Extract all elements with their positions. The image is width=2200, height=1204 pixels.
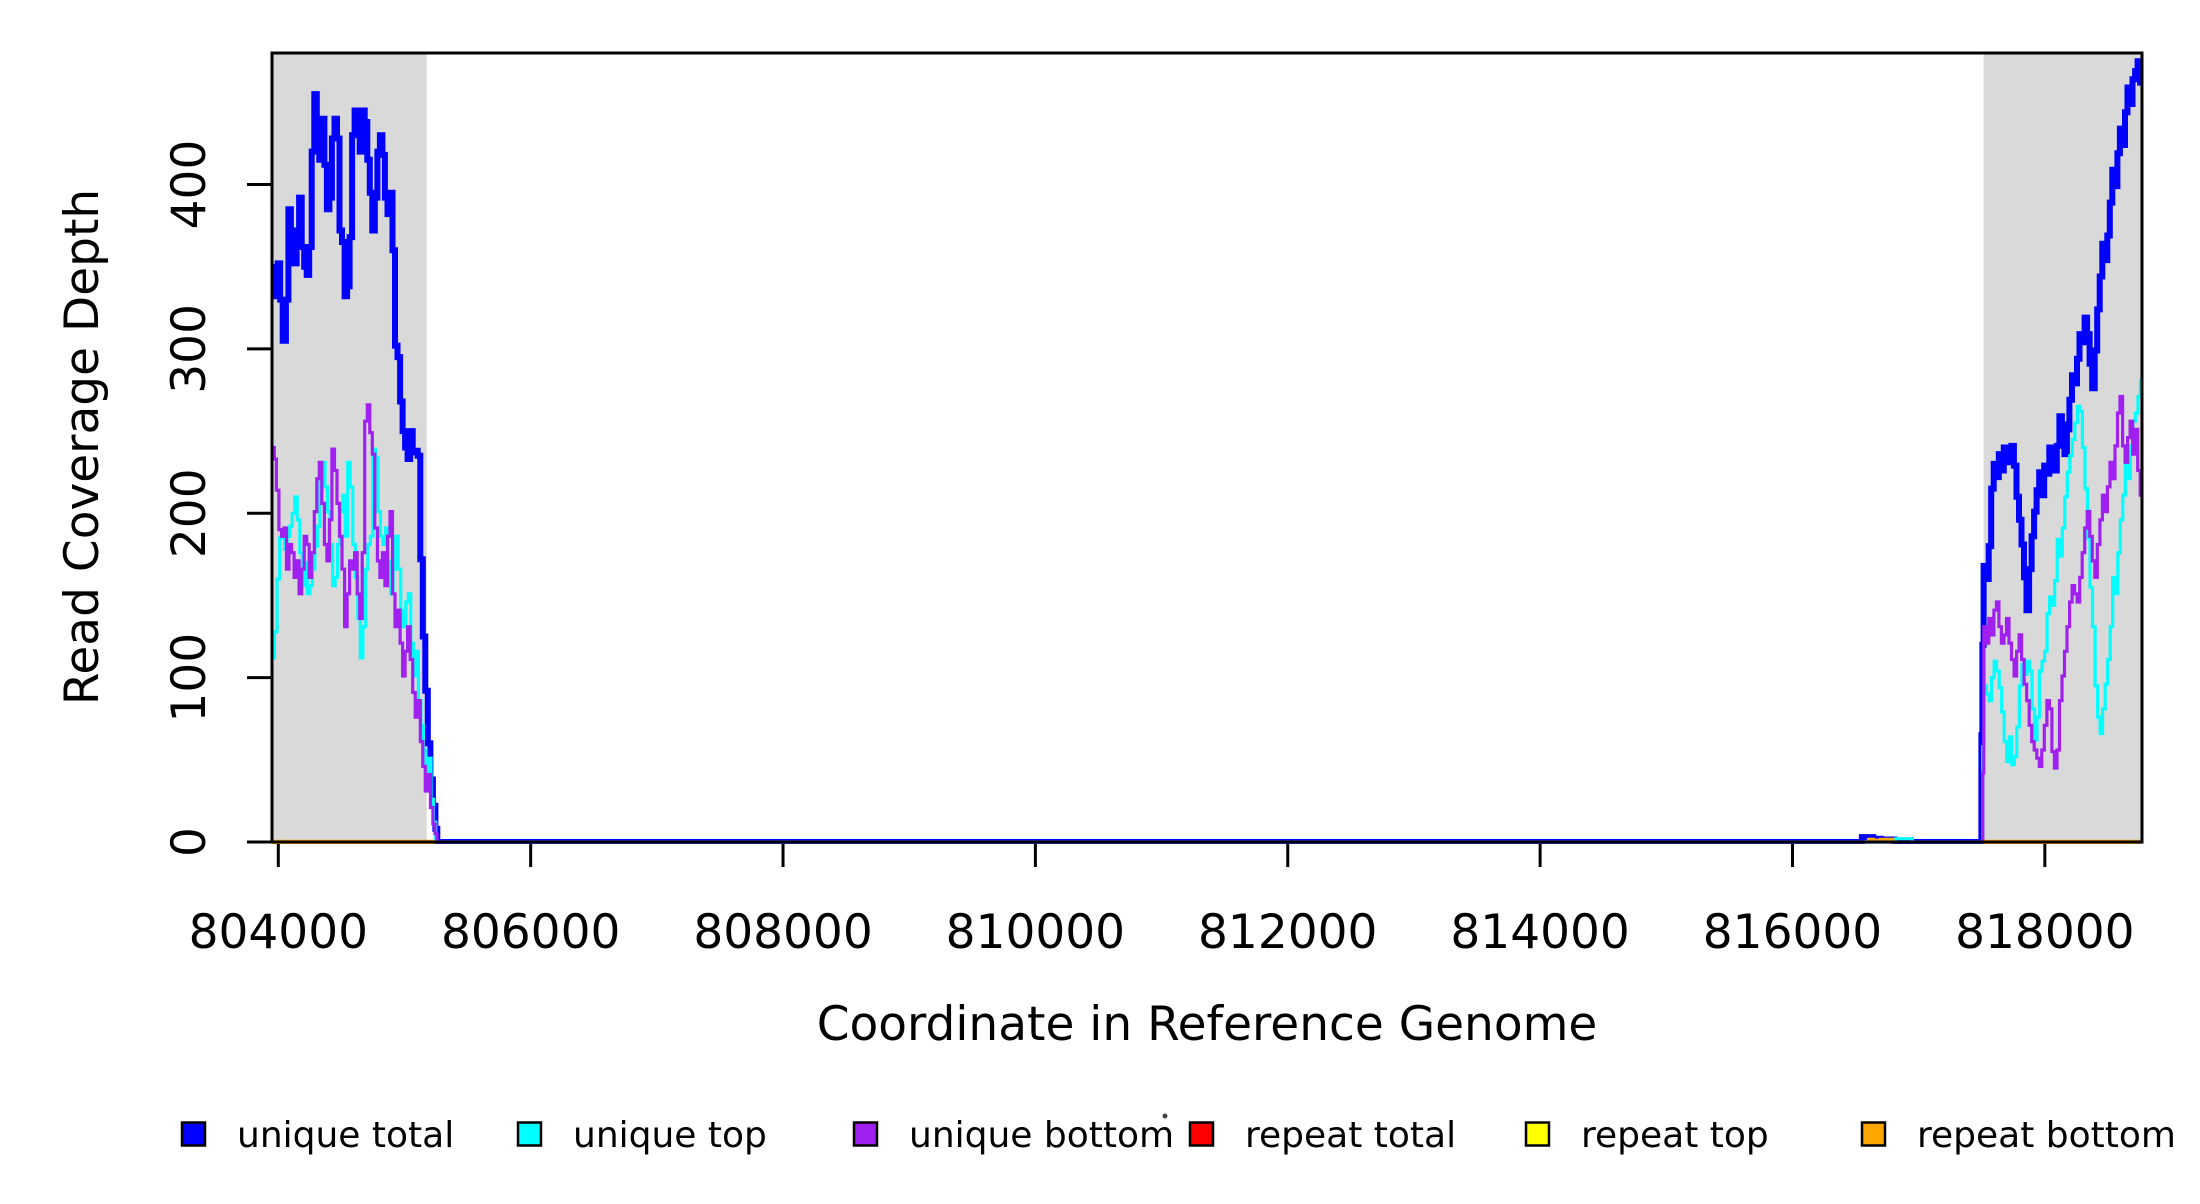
x-tick-label: 806000 xyxy=(441,905,620,960)
axis-ticks xyxy=(247,183,2047,867)
y-tick-label: 0 xyxy=(162,827,217,857)
legend-swatch xyxy=(1188,1121,1215,1147)
x-tick-label: 816000 xyxy=(1703,905,1882,960)
coverage-series xyxy=(272,58,2144,844)
legend-label: unique bottom xyxy=(909,1115,1174,1156)
chart-legend: unique total unique top unique bottom repea… xyxy=(180,1115,2176,1156)
y-axis-title: Read Coverage Depth xyxy=(55,189,110,705)
x-tick-label: 818000 xyxy=(1955,905,2134,960)
axis-tick-labels: 804000 806000 808000 810000 812000 814000 8160… xyxy=(162,140,2135,960)
legend-swatch xyxy=(516,1121,543,1147)
legend-swatch xyxy=(180,1121,207,1147)
plot-border xyxy=(270,51,2144,844)
legend-swatch xyxy=(1524,1121,1551,1147)
legend-swatch xyxy=(852,1121,879,1147)
y-tick-label: 400 xyxy=(162,140,217,230)
shaded-repeat-regions xyxy=(272,53,2142,842)
x-tick-label: 814000 xyxy=(1450,905,1629,960)
series-unique-top xyxy=(272,378,2143,844)
y-tick-label: 200 xyxy=(162,468,217,558)
y-tick-label: 300 xyxy=(162,304,217,394)
legend-label: repeat top xyxy=(1581,1115,1769,1156)
stray-dot xyxy=(1162,1113,1168,1119)
x-axis-title: Coordinate in Reference Genome xyxy=(817,997,1598,1052)
legend-label: unique top xyxy=(573,1115,767,1156)
legend-swatch xyxy=(1860,1121,1887,1147)
x-tick-label: 812000 xyxy=(1198,905,1377,960)
legend-label: unique total xyxy=(237,1115,454,1156)
legend-label: repeat bottom xyxy=(1917,1115,2176,1156)
series-unique-total xyxy=(272,58,2144,844)
series-unique-bottom xyxy=(272,394,2142,844)
y-tick-label: 100 xyxy=(162,633,217,723)
legend-label: repeat total xyxy=(1245,1115,1456,1156)
x-tick-label: 810000 xyxy=(946,905,1125,960)
x-tick-label: 808000 xyxy=(693,905,872,960)
x-tick-label: 804000 xyxy=(189,905,368,960)
